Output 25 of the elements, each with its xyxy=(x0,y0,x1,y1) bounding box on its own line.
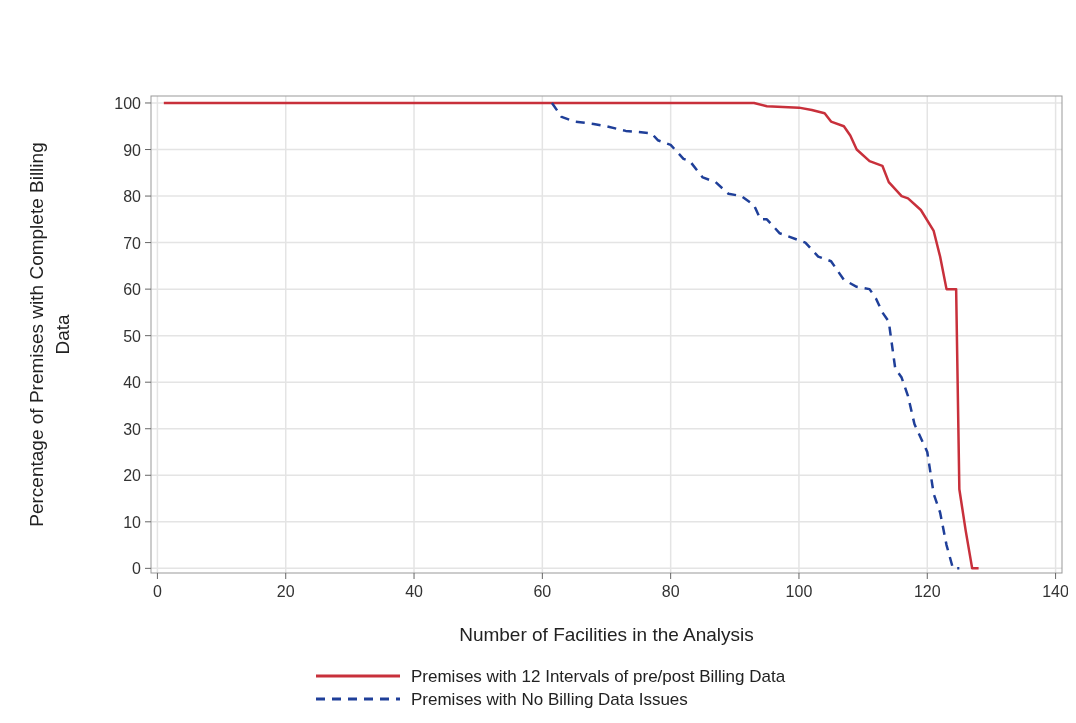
y-tick-label: 90 xyxy=(123,141,142,159)
legend-label: Premises with 12 Intervals of pre/post Billing Data xyxy=(411,667,786,686)
x-tick-label: 120 xyxy=(913,583,941,600)
y-tick-label: 100 xyxy=(114,94,142,112)
y-tick-label: 40 xyxy=(123,374,142,392)
y-tick-label: 0 xyxy=(132,560,142,578)
x-tick-label: 80 xyxy=(661,583,680,600)
y-tick-label: 10 xyxy=(123,513,142,531)
x-tick-label: 40 xyxy=(405,583,424,600)
y-tick-label: 70 xyxy=(123,234,142,252)
x-tick-label: 20 xyxy=(276,583,295,600)
x-tick-label: 100 xyxy=(785,583,813,600)
y-axis-title: Percentage of Premises with Complete Billing Data xyxy=(26,142,73,527)
y-tick-label: 20 xyxy=(123,467,142,485)
x-tick-label: 140 xyxy=(1042,583,1070,600)
y-tick-label: 30 xyxy=(123,420,142,438)
line-series xyxy=(162,101,980,570)
legend-label: Premises with No Billing Data Issues xyxy=(411,690,688,709)
y-tick-label: 80 xyxy=(123,188,142,206)
x-axis-title: Number of Facilities in the Analysis xyxy=(459,624,754,645)
y-tick-label: 60 xyxy=(123,281,142,299)
x-tick-label: 0 xyxy=(152,583,162,600)
line-series xyxy=(550,101,961,570)
x-tick-label: 60 xyxy=(533,583,552,600)
y-tick-label: 50 xyxy=(123,327,142,345)
